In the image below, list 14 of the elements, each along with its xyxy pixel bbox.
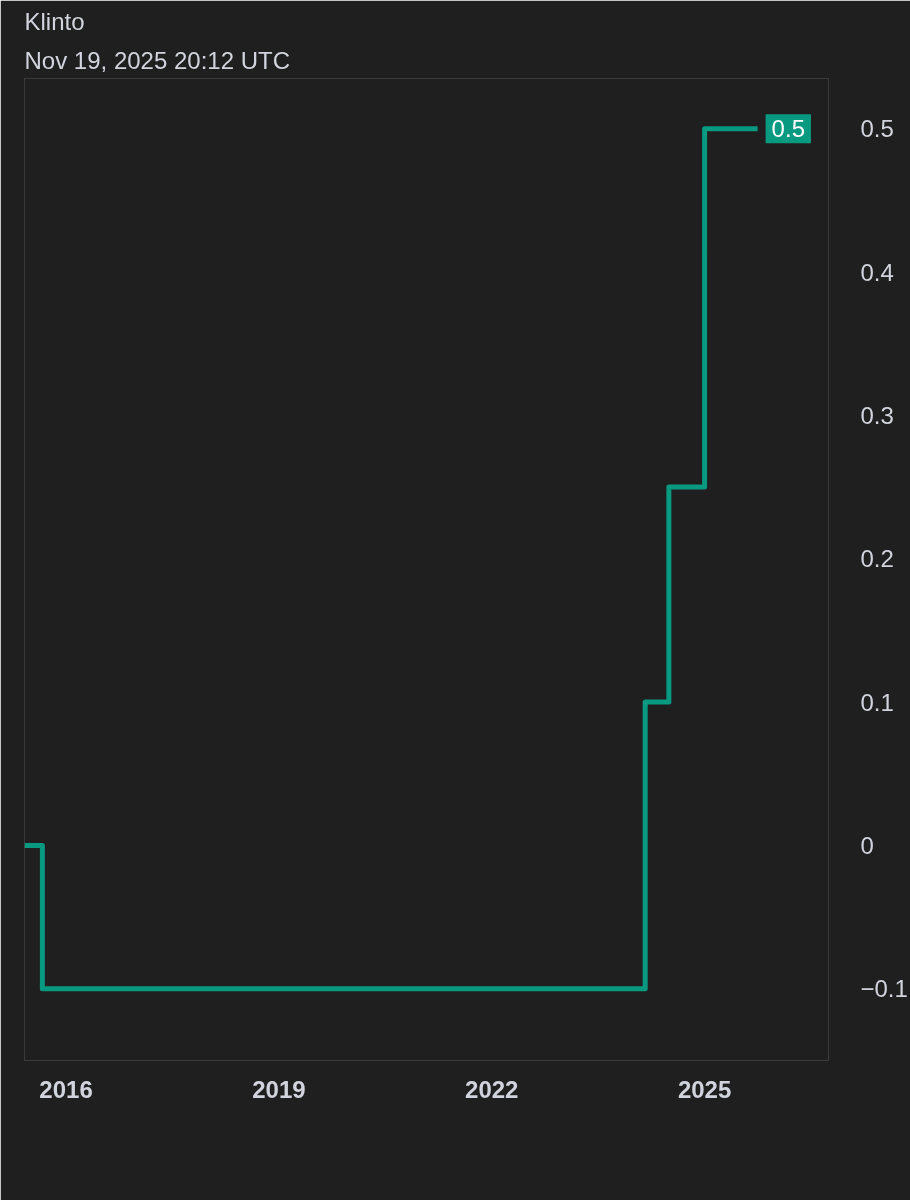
y-tick-label: 0.3 xyxy=(860,401,894,429)
y-tick-label: 0 xyxy=(860,831,874,859)
x-tick-label: 2025 xyxy=(677,1075,732,1103)
x-tick-label: 2016 xyxy=(39,1075,93,1103)
y-tick-label: 0.1 xyxy=(860,688,894,716)
y-tick-label: −0.1 xyxy=(860,975,908,1003)
annotation: 0.5 xyxy=(771,115,805,143)
y-tick-label: 0.2 xyxy=(860,545,894,573)
y-tick-label: 0.4 xyxy=(860,258,894,286)
x-tick-label: 2022 xyxy=(465,1075,519,1103)
x-tick-label: 2019 xyxy=(252,1075,306,1103)
chart-subtitle: Nov 19, 2025 20:12 UTC xyxy=(24,46,290,74)
y-tick-label: 0.5 xyxy=(860,115,894,143)
chart-title: Klinto xyxy=(24,7,85,35)
